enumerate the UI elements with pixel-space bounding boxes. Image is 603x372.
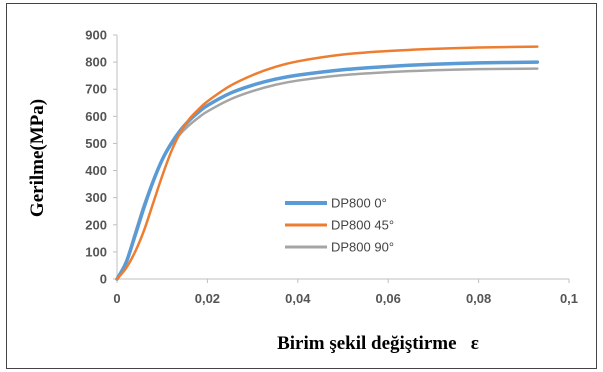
- y-tick-label: 900: [85, 28, 107, 43]
- x-tick-label: 0: [113, 291, 120, 306]
- y-tick-label: 0: [100, 272, 107, 287]
- legend-label: DP800 90°: [331, 240, 394, 255]
- x-tick-label: 0,1: [560, 291, 578, 306]
- legend-label: DP800 45°: [331, 218, 394, 233]
- y-tick-label: 400: [85, 163, 107, 178]
- legend: DP800 0° DP800 45° DP800 90°: [285, 196, 394, 255]
- series-lines: [115, 45, 540, 281]
- x-axis-label: Birim şekil değiştirme ε: [277, 333, 479, 354]
- y-axis-label: Gerilme(MPa): [27, 99, 48, 217]
- series-line-2: [115, 45, 539, 281]
- series-line-3: [115, 67, 539, 281]
- x-tick-label: 0,04: [285, 291, 311, 306]
- y-axis: 0 100 200 300 400 500 600 700 800 900: [85, 28, 118, 287]
- legend-label: DP800 0°: [331, 196, 387, 211]
- series-line-1: [115, 60, 540, 281]
- y-tick-label: 300: [85, 190, 107, 205]
- y-tick-label: 500: [85, 136, 107, 151]
- x-tick-label: 0,08: [466, 291, 491, 306]
- y-tick-label: 600: [85, 109, 107, 124]
- x-tick-label: 0,06: [376, 291, 401, 306]
- y-tick-label: 800: [85, 55, 107, 70]
- y-tick-label: 100: [85, 244, 107, 259]
- x-tick-label: 0,02: [195, 291, 220, 306]
- x-axis: 0 0,02 0,04 0,06 0,08 0,1: [113, 278, 578, 306]
- y-tick-label: 700: [85, 82, 107, 97]
- y-tick-label: 200: [85, 217, 107, 232]
